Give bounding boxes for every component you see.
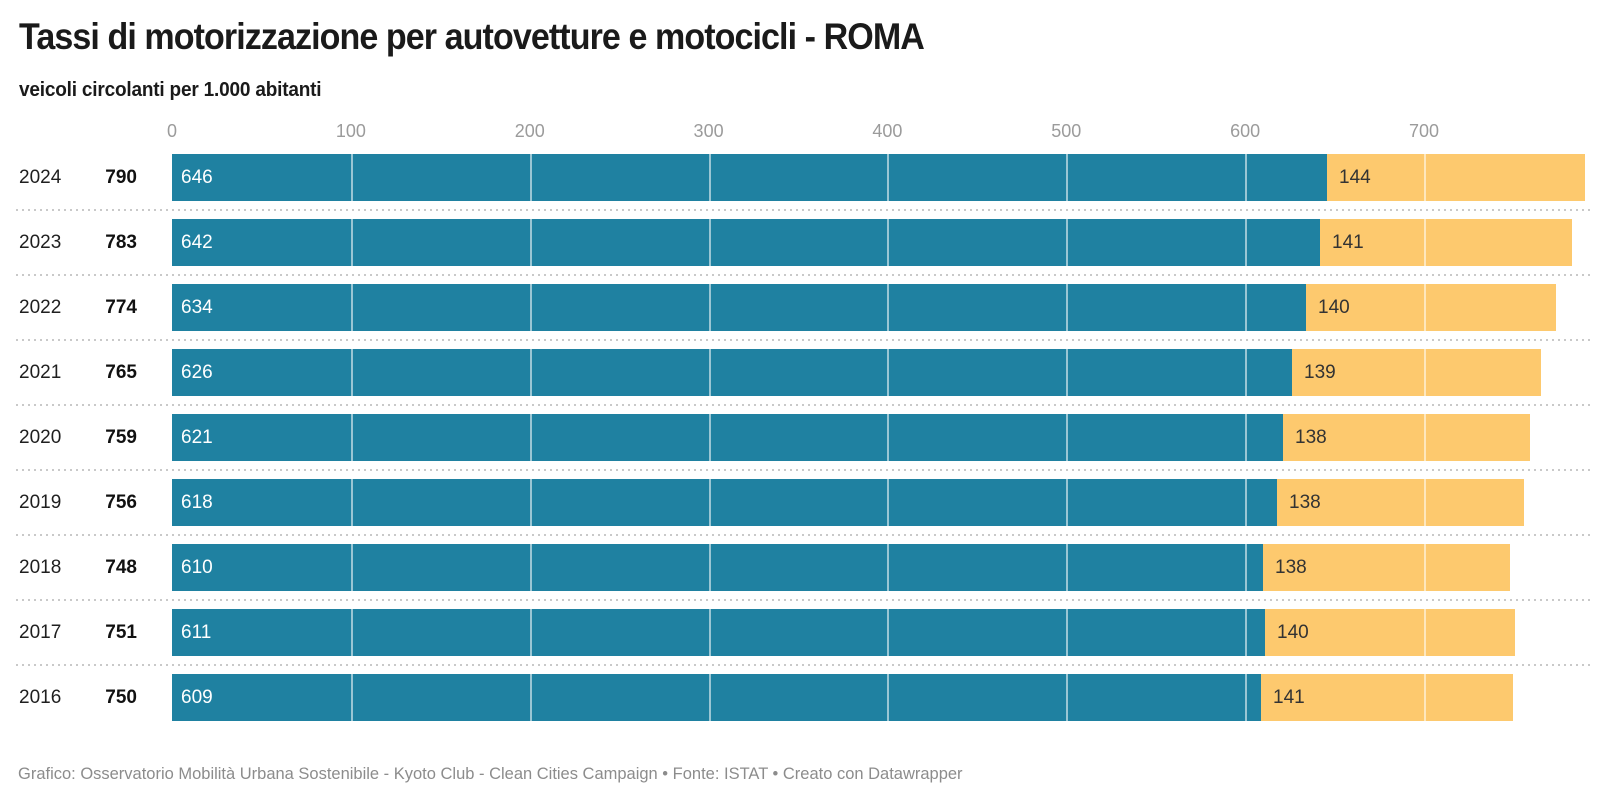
total-label: 756 — [105, 492, 137, 513]
bar-segment-cars: 609 — [172, 674, 1261, 721]
bar-value-cars: 609 — [181, 686, 213, 708]
stacked-bar: 609 141 — [172, 674, 1513, 721]
bar-segment-motorcycles: 140 — [1265, 609, 1515, 656]
stacked-bar: 634 140 — [172, 284, 1556, 331]
x-axis: 0 100 200 300 400 500 600 700 — [0, 120, 1600, 142]
row-separator — [0, 591, 1600, 609]
chart-row: 2021 765 626 139 — [0, 349, 1600, 396]
total-label: 751 — [105, 622, 137, 643]
total-label: 783 — [105, 232, 137, 253]
bar-value-cars: 646 — [181, 166, 213, 188]
bar-segment-cars: 611 — [172, 609, 1265, 656]
stacked-bar: 610 138 — [172, 544, 1510, 591]
x-axis-tick: 200 — [514, 121, 545, 141]
bar-value-motorcycles: 138 — [1295, 426, 1327, 448]
row-separator — [0, 201, 1600, 219]
chart-row: 2023 783 642 141 — [0, 219, 1600, 266]
bar-value-motorcycles: 141 — [1273, 686, 1305, 708]
year-label: 2019 — [19, 492, 62, 513]
bar-segment-motorcycles: 144 — [1327, 154, 1585, 201]
total-label: 765 — [105, 362, 137, 383]
year-label: 2016 — [19, 687, 62, 708]
year-label: 2023 — [19, 232, 62, 253]
bar-segment-cars: 618 — [172, 479, 1277, 526]
row-separator — [0, 656, 1600, 674]
x-axis-tick: 600 — [1230, 121, 1261, 141]
bar-value-cars: 611 — [181, 621, 212, 643]
bar-value-cars: 621 — [181, 426, 213, 448]
bar-value-cars: 626 — [181, 361, 213, 383]
bar-value-motorcycles: 141 — [1332, 231, 1364, 253]
stacked-bar: 618 138 — [172, 479, 1524, 526]
bar-value-motorcycles: 138 — [1289, 491, 1321, 513]
x-axis-tick: 700 — [1408, 121, 1440, 141]
bar-segment-cars: 621 — [172, 414, 1283, 461]
bar-segment-motorcycles: 139 — [1292, 349, 1541, 396]
chart-row: 2020 759 621 138 — [0, 414, 1600, 461]
x-axis-tick: 0 — [166, 121, 178, 141]
total-label: 774 — [105, 297, 137, 318]
year-label: 2018 — [19, 557, 62, 578]
bar-value-cars: 642 — [181, 231, 213, 253]
footer-credit: Grafico: Osservatorio Mobilità Urbana So… — [18, 764, 963, 783]
bar-value-cars: 618 — [181, 491, 213, 513]
bar-value-motorcycles: 140 — [1318, 296, 1350, 318]
stacked-bar: 642 141 — [172, 219, 1572, 266]
bar-segment-motorcycles: 138 — [1277, 479, 1524, 526]
bar-segment-cars: 646 — [172, 154, 1327, 201]
bar-segment-cars: 626 — [172, 349, 1292, 396]
bar-segment-cars: 610 — [172, 544, 1263, 591]
bar-value-motorcycles: 144 — [1339, 166, 1371, 188]
stacked-bar: 646 144 — [172, 154, 1585, 201]
bar-value-motorcycles: 138 — [1275, 556, 1307, 578]
x-axis-tick: 400 — [872, 121, 903, 141]
year-label: 2021 — [19, 362, 62, 383]
bar-value-cars: 634 — [181, 296, 213, 318]
row-separator — [0, 461, 1600, 479]
stacked-bar: 626 139 — [172, 349, 1541, 396]
chart-rows: 2024 790 646 144 2023 783 642 141 2022 774 634 140 2… — [0, 154, 1600, 721]
row-separator — [0, 331, 1600, 349]
bar-segment-motorcycles: 138 — [1283, 414, 1530, 461]
bar-segment-motorcycles: 140 — [1306, 284, 1556, 331]
row-separator — [0, 526, 1600, 544]
bar-value-motorcycles: 140 — [1277, 621, 1309, 643]
row-separator — [0, 396, 1600, 414]
chart-subtitle: veicoli circolanti per 1.000 abitanti — [19, 79, 322, 101]
total-label: 748 — [105, 557, 137, 578]
bar-value-motorcycles: 139 — [1304, 361, 1336, 383]
bar-segment-cars: 642 — [172, 219, 1320, 266]
total-label: 750 — [105, 687, 137, 708]
bar-segment-motorcycles: 141 — [1261, 674, 1513, 721]
stacked-bar: 621 138 — [172, 414, 1530, 461]
x-axis-tick: 500 — [1051, 121, 1082, 141]
bar-segment-motorcycles: 138 — [1263, 544, 1510, 591]
year-label: 2020 — [19, 427, 62, 448]
chart-row: 2022 774 634 140 — [0, 284, 1600, 331]
bar-value-cars: 610 — [181, 556, 213, 578]
chart-title: Tassi di motorizzazione per autovetture … — [19, 16, 925, 57]
chart-row: 2018 748 610 138 — [0, 544, 1600, 591]
stacked-bar: 611 140 — [172, 609, 1515, 656]
chart-row: 2024 790 646 144 — [0, 154, 1600, 201]
total-label: 759 — [105, 427, 137, 448]
total-label: 790 — [105, 167, 137, 188]
row-separator — [0, 266, 1600, 284]
bar-segment-cars: 634 — [172, 284, 1306, 331]
year-label: 2024 — [19, 167, 62, 188]
bar-segment-motorcycles: 141 — [1320, 219, 1572, 266]
year-label: 2022 — [19, 297, 62, 318]
x-axis-tick: 100 — [335, 121, 366, 141]
chart-row: 2019 756 618 138 — [0, 479, 1600, 526]
chart-row: 2017 751 611 140 — [0, 609, 1600, 656]
x-axis-tick: 300 — [693, 121, 724, 141]
chart-row: 2016 750 609 141 — [0, 674, 1600, 721]
year-label: 2017 — [19, 622, 62, 643]
